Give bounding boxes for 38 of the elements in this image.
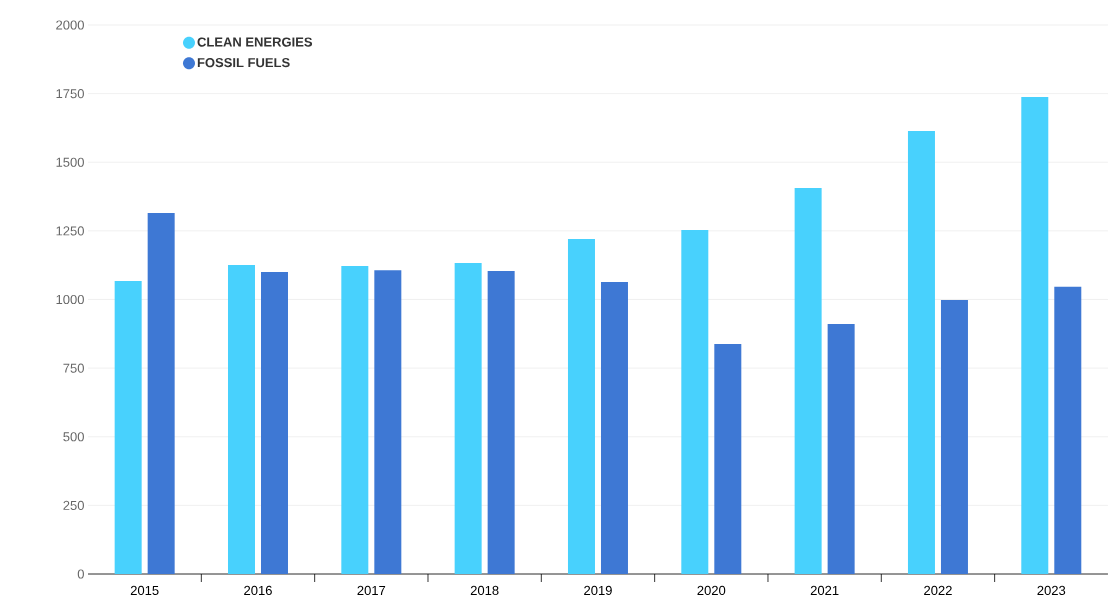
x-tick-label: 2020: [697, 585, 726, 595]
bar: [487, 270, 515, 574]
legend-label: CLEAN ENERGIES: [197, 37, 313, 47]
x-tick-label: 2022: [924, 585, 952, 595]
bar: [714, 343, 742, 574]
bar: [940, 300, 968, 574]
x-tick-label: 2015: [130, 585, 159, 595]
y-tick-label: 1250: [56, 226, 84, 236]
bar: [454, 262, 482, 574]
legend-label: FOSSIL FUELS: [197, 58, 290, 68]
bar: [794, 188, 822, 574]
bar: [567, 239, 595, 574]
y-tick-label: 250: [63, 500, 84, 510]
bar: [147, 213, 175, 574]
bar: [374, 270, 402, 574]
bar: [907, 130, 935, 574]
bar: [681, 230, 709, 574]
x-tick-label: 2016: [244, 585, 272, 595]
y-tick-label: 1750: [56, 89, 84, 99]
bar: [341, 266, 369, 574]
y-tick-label: 2000: [56, 20, 84, 30]
x-tick-label: 2021: [810, 585, 839, 595]
bar: [114, 281, 142, 574]
y-tick-label: 500: [63, 432, 84, 442]
y-tick-label: 1000: [56, 294, 84, 305]
x-tick-label: 2023: [1037, 585, 1066, 595]
y-tick-label: 750: [63, 363, 84, 373]
bar: [1021, 96, 1049, 574]
bar: [1054, 286, 1082, 574]
x-tick-label: 2017: [357, 585, 386, 595]
y-tick-label: 0: [77, 569, 84, 579]
bar: [827, 323, 855, 574]
x-tick-label: 2019: [584, 585, 612, 595]
bar: [600, 281, 628, 574]
bar: [261, 272, 288, 574]
bar: [227, 264, 255, 574]
y-tick-label: 1500: [56, 157, 84, 167]
x-tick-label: 2018: [470, 585, 499, 595]
